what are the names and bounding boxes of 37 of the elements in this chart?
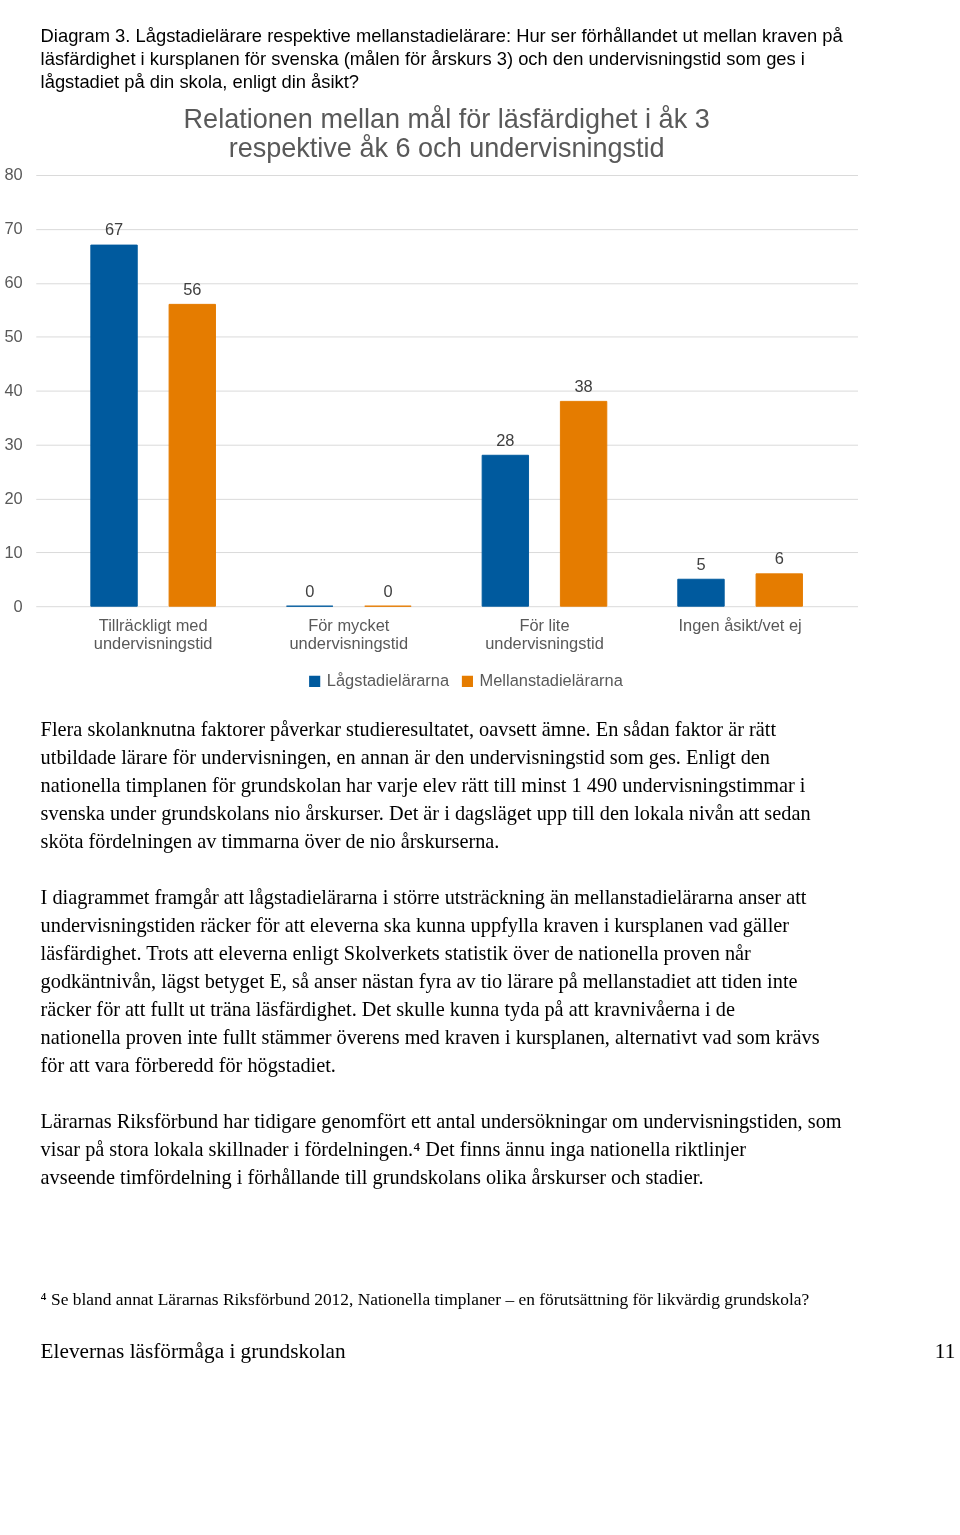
- bar: [90, 244, 138, 607]
- data-label: 38: [574, 376, 593, 395]
- bar: [755, 573, 803, 607]
- y-tick-label: 70: [4, 219, 23, 238]
- text: I diagrammet framgår att lågstadielärarna i större utsträckning än mellanstadielärarna anser att undervisningstiden räcker för att eleverna ska kunna uppfylla kraven i kursplanen vad gäller läsfärdighet. Trots att eleverna enligt Skolverkets statistik över de nationella proven når godkäntnivån, lägst betyget E, så anser nästan fyra av tio lärare på mellanstadiet att tiden inte räcker för att fullt ut träna läsfärdighet. Det skulle kunna tyda på att kravnivåerna i de nationella proven inte fullt stämmer överens med kraven i kursplanen, alternativt vad som krävs för att vara förberedd för högstadiet.: [40, 885, 820, 1078]
- x-tick-label: Ingen åsikt/vet ej: [678, 615, 802, 634]
- x-tick-label: För mycket undervisningstid: [289, 615, 409, 653]
- chart-title: Relationen mellan mål för läsfärdighet i åk 3 respektive åk 6 och undervisningstid: [183, 103, 710, 163]
- bar: [677, 578, 725, 607]
- y-tick-label: 20: [4, 488, 23, 507]
- data-label: 28: [496, 430, 515, 449]
- y-tick-label: 50: [4, 327, 23, 346]
- data-label: 67: [104, 220, 124, 239]
- text: Lärarnas Riksförbund har tidigare genomfört ett antal undersökningar om undervisningstiden, som visar på stora lokala skillnader i fördelningen.⁴ Det finns ännu inga nationella riktlinjer avseende timfördelning i förhållande till grundskolans olika årskurser och stadier.: [40, 1110, 842, 1190]
- data-label: 56: [183, 279, 202, 298]
- bar: [168, 303, 216, 607]
- data-label: 0: [383, 581, 393, 600]
- y-tick-label: 0: [13, 596, 23, 615]
- y-tick-label: 40: [4, 380, 23, 399]
- x-tick-label: För lite undervisningstid: [485, 615, 604, 653]
- text: Diagram 3. Lågstadielärare respektive mellanstadielärare: Hur ser förhållandet ut mellan kraven på läsfärdighet i kursplanen för svenska (målen för årskurs 3) och den undervisningstid som ges i lågstadiet på din skola, enligt din åsikt?: [40, 24, 844, 92]
- y-tick-label: 10: [4, 542, 23, 561]
- text: Elevernas läsförmåga i grundskolan: [40, 1339, 347, 1364]
- data-label: 5: [696, 554, 706, 573]
- data-label: 0: [305, 581, 315, 600]
- text: 11: [934, 1339, 956, 1364]
- y-tick-label: 60: [4, 273, 23, 292]
- text: Flera skolanknutna faktorer påverkar studieresultatet, oavsett ämne. En sådan faktor är rätt utbildade lärare för undervisningen, en annan är den undervisningstid som ges. Enligt den nationella timplanen för grundskolan har varje elev rätt till minst 1 490 undervisningstimmar i svenska under grundskolans nio årskurser. Det är i dagsläget upp till den lokala nivån att sedan sköta fördelningen av timmarna över de nio årskurserna.: [40, 717, 811, 853]
- bar: [559, 400, 608, 607]
- legend-label: Lågstadielärarna: [326, 671, 450, 690]
- bar: [481, 454, 530, 607]
- text: ⁴ Se bland annat Lärarnas Riksförbund 2012, Nationella timplaner – en förutsättning för likvärdig grundskola?: [40, 1289, 810, 1310]
- legend-label: Mellanstadielärarna: [479, 671, 624, 690]
- data-label: 6: [774, 549, 784, 568]
- x-tick-label: Tillräckligt med undervisningstid: [93, 615, 213, 653]
- y-tick-label: 80: [4, 165, 23, 184]
- y-tick-label: 30: [4, 434, 23, 453]
